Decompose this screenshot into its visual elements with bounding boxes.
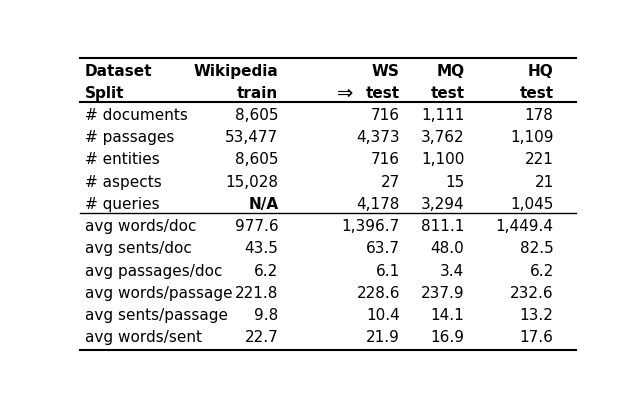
Text: N/A: N/A [248,197,278,212]
Text: 15,028: 15,028 [225,175,278,190]
Text: Split: Split [85,86,124,101]
Text: 17.6: 17.6 [520,330,554,345]
Text: 1,100: 1,100 [421,153,465,168]
Text: # entities: # entities [85,153,160,168]
Text: 221.8: 221.8 [235,286,278,301]
Text: # aspects: # aspects [85,175,162,190]
Text: 6.2: 6.2 [254,264,278,279]
Text: 22.7: 22.7 [244,330,278,345]
Text: 228.6: 228.6 [356,286,400,301]
Text: 1,449.4: 1,449.4 [496,219,554,234]
Text: 3.4: 3.4 [440,264,465,279]
Text: 232.6: 232.6 [510,286,554,301]
Text: 16.9: 16.9 [431,330,465,345]
Text: HQ: HQ [528,64,554,79]
Text: ⇒: ⇒ [337,84,353,103]
Text: train: train [237,86,278,101]
Text: 1,111: 1,111 [421,108,465,123]
Text: 6.2: 6.2 [529,264,554,279]
Text: 716: 716 [371,108,400,123]
Text: 21: 21 [534,175,554,190]
Text: # passages: # passages [85,130,174,145]
Text: avg sents/doc: avg sents/doc [85,241,192,256]
Text: test: test [520,86,554,101]
Text: # queries: # queries [85,197,159,212]
Text: 178: 178 [525,108,554,123]
Text: 1,045: 1,045 [510,197,554,212]
Text: 977.6: 977.6 [235,219,278,234]
Text: 13.2: 13.2 [520,308,554,323]
Text: 43.5: 43.5 [244,241,278,256]
Text: avg words/sent: avg words/sent [85,330,202,345]
Text: 6.1: 6.1 [376,264,400,279]
Text: 27: 27 [381,175,400,190]
Text: 3,294: 3,294 [420,197,465,212]
Text: # documents: # documents [85,108,188,123]
Text: avg passages/doc: avg passages/doc [85,264,223,279]
Text: 10.4: 10.4 [366,308,400,323]
Text: WS: WS [372,64,400,79]
Text: MQ: MQ [436,64,465,79]
Text: Dataset: Dataset [85,64,152,79]
Text: 21.9: 21.9 [366,330,400,345]
Text: avg words/passage: avg words/passage [85,286,232,301]
Text: 9.8: 9.8 [254,308,278,323]
Text: 4,373: 4,373 [356,130,400,145]
Text: 221: 221 [525,153,554,168]
Text: 15: 15 [445,175,465,190]
Text: 63.7: 63.7 [366,241,400,256]
Text: 8,605: 8,605 [235,153,278,168]
Text: 1,109: 1,109 [510,130,554,145]
Text: 14.1: 14.1 [431,308,465,323]
Text: 716: 716 [371,153,400,168]
Text: 237.9: 237.9 [420,286,465,301]
Text: 4,178: 4,178 [356,197,400,212]
Text: avg sents/passage: avg sents/passage [85,308,228,323]
Text: test: test [366,86,400,101]
Text: 82.5: 82.5 [520,241,554,256]
Text: 811.1: 811.1 [421,219,465,234]
Text: 48.0: 48.0 [431,241,465,256]
Text: avg words/doc: avg words/doc [85,219,196,234]
Text: 53,477: 53,477 [225,130,278,145]
Text: Wikipedia: Wikipedia [194,64,278,79]
Text: 3,762: 3,762 [420,130,465,145]
Text: 1,396.7: 1,396.7 [342,219,400,234]
Text: test: test [430,86,465,101]
Text: 8,605: 8,605 [235,108,278,123]
